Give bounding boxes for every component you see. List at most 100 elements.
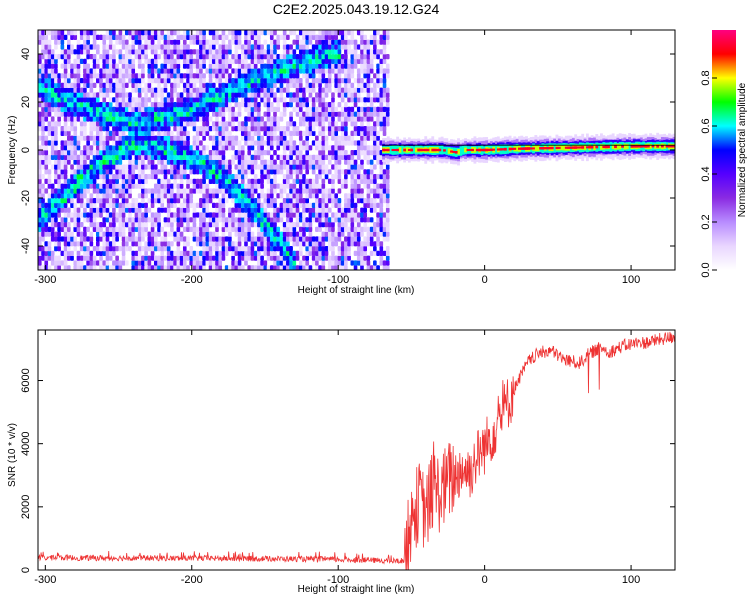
spectrogram-cell xyxy=(105,183,110,189)
spectrogram-cell xyxy=(247,164,252,170)
spectrogram-cell xyxy=(366,68,371,74)
spectrogram-cell xyxy=(205,164,210,170)
spectrogram-cell xyxy=(44,226,49,232)
spectrogram-cell xyxy=(221,241,226,247)
spectrogram-cell xyxy=(337,169,342,175)
spectrogram-cell xyxy=(273,49,277,55)
spectrogram-cell xyxy=(228,183,232,189)
spectrogram-cell xyxy=(211,82,216,88)
spectrogram-cell xyxy=(131,121,136,127)
spectrogram-cell xyxy=(47,130,52,136)
spectrogram-cell xyxy=(199,159,203,165)
spectrogram-cell xyxy=(263,97,268,103)
spectrogram-cell xyxy=(160,34,165,40)
spectrogram-cell xyxy=(373,250,377,256)
spectrogram-cell xyxy=(318,116,322,122)
spectrogram-cell xyxy=(360,39,364,45)
spectrogram-cell xyxy=(221,159,226,165)
spectrogram-band-cell xyxy=(459,146,463,156)
spectrogram-cell xyxy=(57,202,61,208)
spectrogram-cell xyxy=(340,207,345,213)
spectrogram-cell xyxy=(228,97,232,103)
spectrogram-cell xyxy=(176,130,181,136)
spectrogram-cell xyxy=(321,135,326,141)
spectrogram-band-cell xyxy=(494,145,498,154)
spectrogram-cell xyxy=(376,202,380,208)
spectrogram-cell xyxy=(360,164,364,170)
spectrogram-cell xyxy=(66,78,71,84)
spectrogram-cell xyxy=(173,121,177,127)
spectrogram-cell xyxy=(260,73,264,79)
spectrogram-cell xyxy=(240,87,245,93)
spectrogram-cell xyxy=(60,44,65,50)
spectrogram-cell xyxy=(311,34,316,40)
spectrogram-cell xyxy=(289,82,293,88)
spectrogram-cell xyxy=(208,30,213,36)
spectrogram-cell xyxy=(331,34,335,40)
spectrogram-cell xyxy=(282,49,287,55)
spectrogram-cell xyxy=(102,73,107,79)
spectrogram-cell xyxy=(199,154,203,160)
spectrogram-cell xyxy=(202,30,206,36)
spectrogram-cell xyxy=(86,73,90,79)
spectrogram-cell xyxy=(134,164,139,170)
spectrogram-cell xyxy=(63,68,68,74)
spectrogram-cell xyxy=(247,140,252,146)
spectrogram-cell xyxy=(369,236,374,242)
spectrogram-cell xyxy=(215,87,219,93)
spectrogram-cell xyxy=(237,102,242,108)
spectrogram-cell xyxy=(131,116,136,122)
spectrogram-cell xyxy=(376,106,380,112)
spectrogram-cell xyxy=(373,246,377,252)
spectrogram-cell xyxy=(105,116,110,122)
spectrogram-cell xyxy=(86,54,90,60)
spectrogram-cell xyxy=(244,188,248,194)
spectrogram-cell xyxy=(192,116,197,122)
spectrogram-cell xyxy=(286,178,290,184)
spectrogram-cell xyxy=(108,174,113,180)
spectrogram-cell xyxy=(221,140,226,146)
spectrogram-cell xyxy=(63,188,68,194)
spectrogram-cell xyxy=(231,174,235,180)
spectrogram-cell xyxy=(108,183,113,189)
spectrogram-cell xyxy=(231,116,235,122)
spectrogram-cell xyxy=(179,106,184,112)
spectrogram-cell xyxy=(60,140,65,146)
spectrogram-cell xyxy=(353,102,358,108)
spectrogram-cell xyxy=(153,246,158,252)
spectrogram-cell xyxy=(240,44,245,50)
spectrogram-cell xyxy=(344,116,348,122)
spectrogram-cell xyxy=(182,154,187,160)
spectrogram-cell xyxy=(234,116,239,122)
spectrogram-cell xyxy=(337,145,342,151)
spectrogram-cell xyxy=(86,202,90,208)
spectrogram-cell xyxy=(115,198,119,204)
spectrogram-cell xyxy=(108,44,113,50)
spectrogram-cell xyxy=(112,198,116,204)
spectrogram-cell xyxy=(41,102,45,108)
spectrogram-cell xyxy=(128,30,132,36)
spectrogram-cell xyxy=(141,106,145,112)
spectrogram-cell xyxy=(99,207,103,213)
spectrogram-cell xyxy=(321,241,326,247)
spectrogram-cell xyxy=(108,78,113,84)
spectrogram-cell xyxy=(47,30,52,36)
spectrogram-cell xyxy=(202,58,206,64)
spectrogram-cell xyxy=(279,82,284,88)
spectrogram-cell xyxy=(108,54,113,60)
spectrogram-cell xyxy=(166,58,171,64)
spectrogram-cell xyxy=(327,82,332,88)
spectrogram-cell xyxy=(269,87,274,93)
spectrogram-cell xyxy=(131,265,136,270)
spectrogram-cell xyxy=(244,73,248,79)
spectrogram-cell xyxy=(298,135,303,141)
spectrogram-cell xyxy=(182,250,187,256)
spectrogram-cell xyxy=(157,212,161,218)
spectrogram-cell xyxy=(331,92,335,98)
spectrogram-cell xyxy=(50,231,55,237)
spectrogram-cell xyxy=(247,265,252,270)
spectrogram-cell xyxy=(321,145,326,151)
spectrogram-cell xyxy=(279,68,284,74)
spectrogram-cell xyxy=(269,246,274,252)
spectrogram-cell xyxy=(195,87,200,93)
